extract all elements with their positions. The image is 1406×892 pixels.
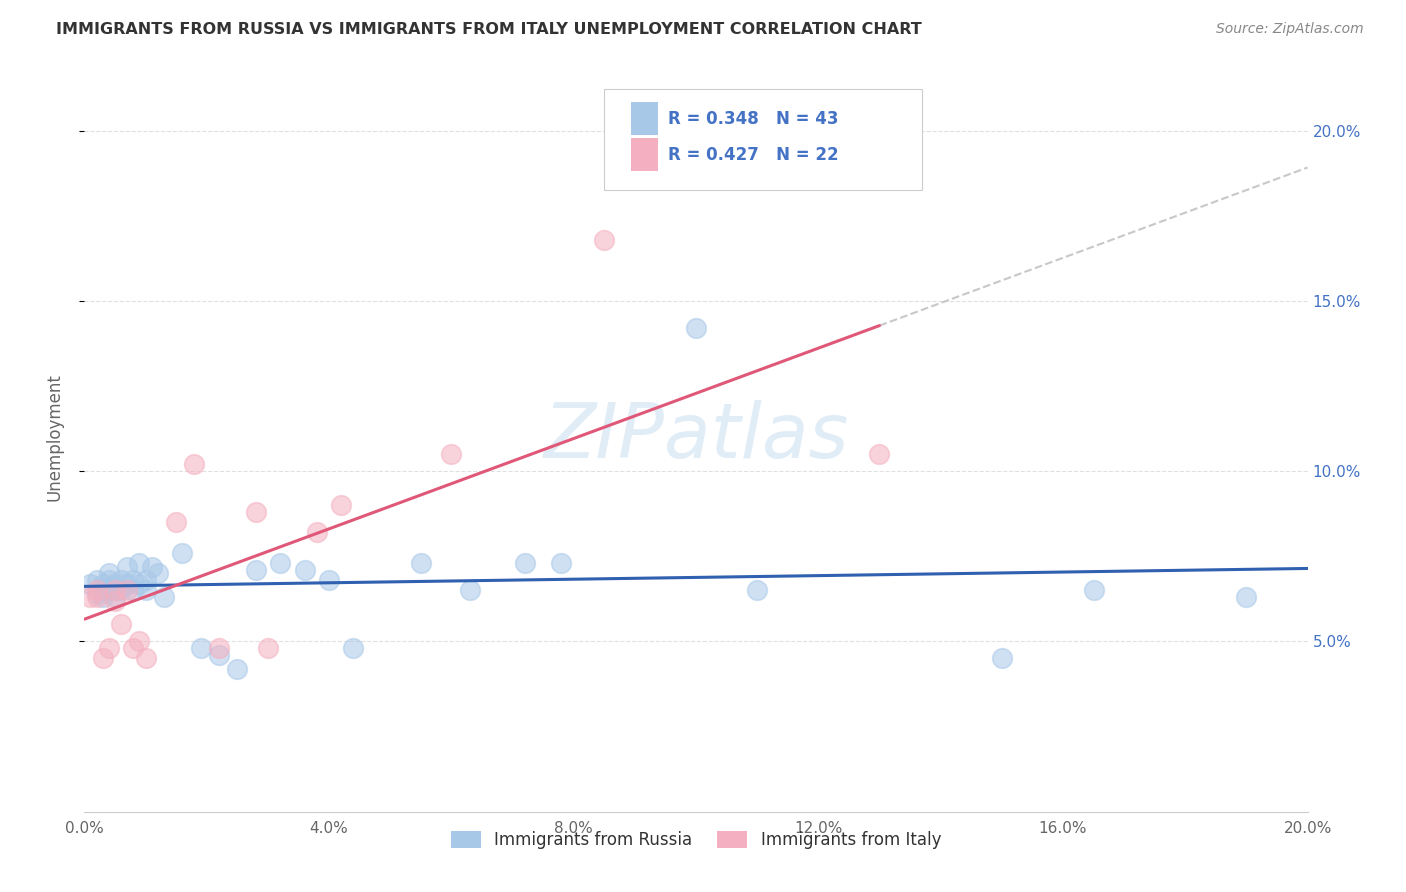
Point [104,583,127,598]
Point [115,576,138,591]
Point [318,573,340,587]
Point [869,447,891,461]
Point [104,590,127,604]
Point [86,590,108,604]
Point [1083,583,1105,598]
Point [269,556,291,570]
Y-axis label: Unemployment: Unemployment [45,373,63,501]
Point [550,556,572,570]
Point [115,583,138,598]
FancyBboxPatch shape [631,137,658,171]
Point [747,583,769,598]
Point [86,583,108,598]
Point [122,573,145,587]
Point [91,576,114,591]
Point [208,648,231,662]
Point [183,458,205,472]
Point [79,590,101,604]
Text: Source: ZipAtlas.com: Source: ZipAtlas.com [1216,22,1364,37]
FancyBboxPatch shape [605,88,922,190]
Point [440,447,463,461]
Point [991,651,1014,665]
Point [110,617,132,632]
Point [128,556,150,570]
Point [330,498,353,512]
Point [97,583,120,598]
Point [91,651,114,665]
Point [294,563,316,577]
Point [110,583,132,598]
Point [86,573,108,587]
Text: IMMIGRANTS FROM RUSSIA VS IMMIGRANTS FROM ITALY UNEMPLOYMENT CORRELATION CHART: IMMIGRANTS FROM RUSSIA VS IMMIGRANTS FRO… [56,22,922,37]
Point [79,576,101,591]
Point [165,515,187,529]
Point [97,573,120,587]
Point [91,583,114,598]
Point [513,556,536,570]
Point [172,546,194,560]
Point [190,641,212,656]
Point [135,651,157,665]
Text: R = 0.348   N = 43: R = 0.348 N = 43 [668,110,838,128]
Point [685,321,707,335]
Point [86,587,108,601]
Point [305,525,328,540]
Point [122,583,145,598]
Point [128,576,150,591]
Point [409,556,432,570]
Text: ZIPatlas: ZIPatlas [543,401,849,474]
Point [104,576,127,591]
Legend: Immigrants from Russia, Immigrants from Italy: Immigrants from Russia, Immigrants from … [444,824,948,855]
Point [245,563,267,577]
Point [153,590,176,604]
Point [245,505,267,519]
Text: R = 0.427   N = 22: R = 0.427 N = 22 [668,145,838,163]
Point [115,559,138,574]
Point [135,583,157,598]
Point [257,641,280,656]
Point [146,566,169,581]
Point [128,634,150,648]
Point [226,662,249,676]
Point [110,573,132,587]
Point [97,566,120,581]
Point [342,641,364,656]
Point [91,590,114,604]
Point [104,583,127,598]
Point [97,641,120,656]
Point [458,583,481,598]
Point [1236,590,1258,604]
Point [135,573,157,587]
Point [141,559,163,574]
Point [104,593,127,607]
Point [208,641,231,656]
Point [593,233,616,247]
Point [122,641,145,656]
FancyBboxPatch shape [631,102,658,136]
